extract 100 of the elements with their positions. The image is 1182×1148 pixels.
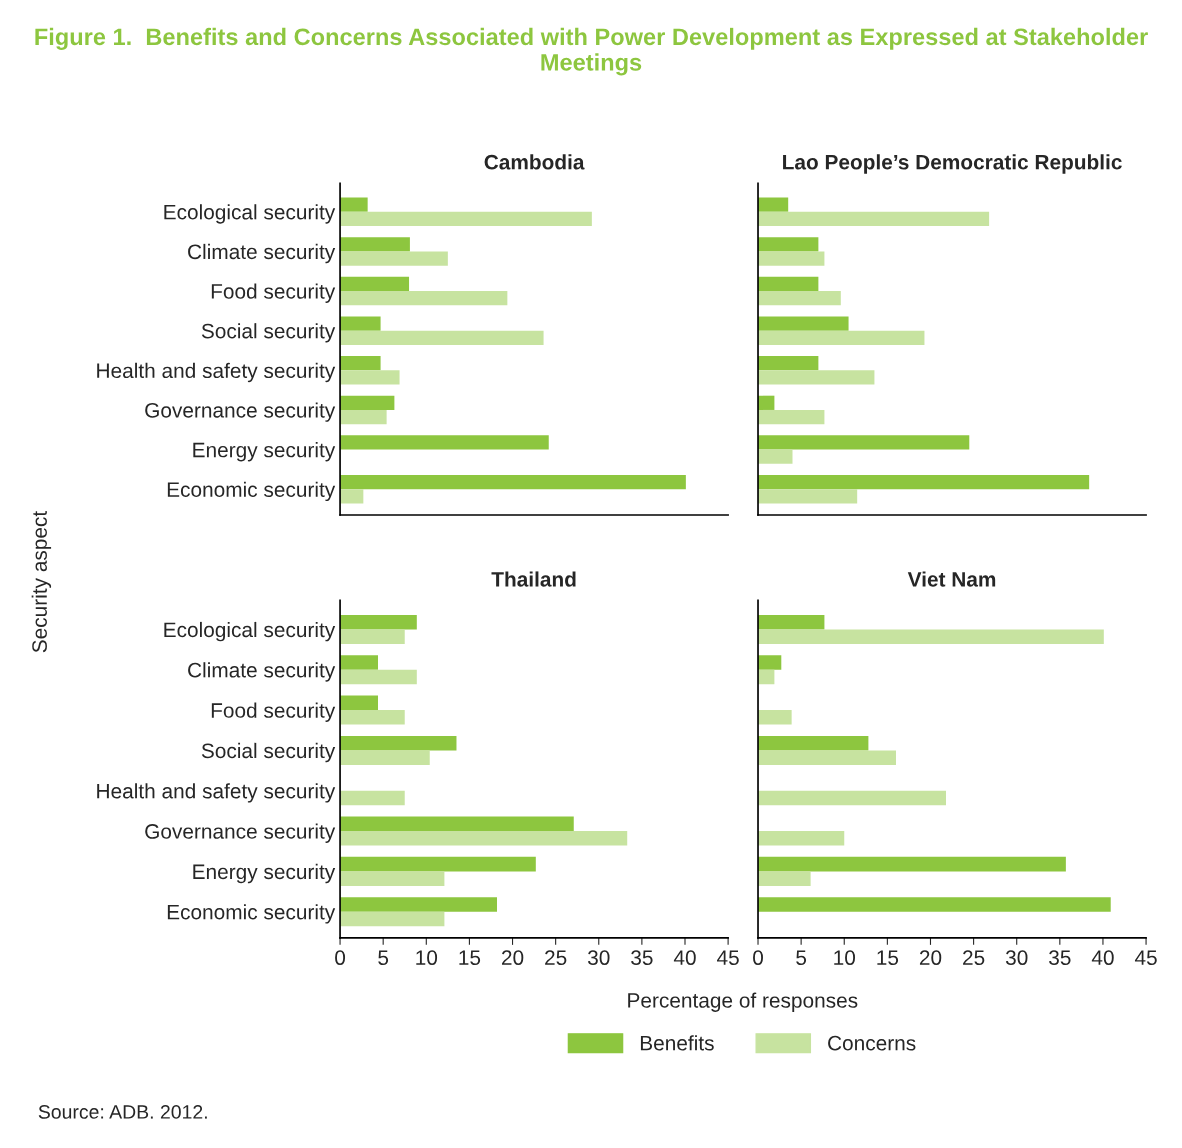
bar xyxy=(340,211,592,227)
bar xyxy=(340,251,448,266)
bar xyxy=(340,316,381,331)
y-tick-label: Health and safety security xyxy=(97,783,336,803)
x-tick-label: 35 xyxy=(631,950,653,966)
chart-title: Viet Nam xyxy=(907,571,996,587)
bar xyxy=(340,197,368,212)
y-tick-label: Economic security xyxy=(167,481,336,502)
chart-title: Thailand xyxy=(491,571,576,587)
x-tick-label: 25 xyxy=(963,950,985,966)
source-note: Source: ADB. 2012. xyxy=(38,1105,207,1119)
text: Percentage of responses xyxy=(628,992,858,1012)
bar xyxy=(758,276,819,292)
bar xyxy=(340,871,445,886)
bar xyxy=(758,395,775,410)
x-tick-label: 45 xyxy=(717,950,739,966)
y-tick-label: Climate security xyxy=(188,243,336,264)
bar xyxy=(340,897,498,912)
bar xyxy=(758,197,789,212)
bar xyxy=(340,710,405,725)
bar xyxy=(340,695,378,711)
bar xyxy=(340,816,574,832)
bar xyxy=(758,435,970,450)
bar xyxy=(758,856,1066,872)
bar xyxy=(340,655,378,670)
bar xyxy=(758,291,841,306)
y-tick-label: Energy security xyxy=(193,442,336,462)
x-tick-label: 0 xyxy=(753,950,763,966)
bar xyxy=(340,911,445,927)
legend-label: Benefits xyxy=(640,1035,714,1051)
bar xyxy=(758,356,819,371)
bar xyxy=(758,710,792,725)
legend-label: Concerns xyxy=(828,1035,916,1051)
bar xyxy=(340,750,430,765)
text: Figure 1. Benefits and Concerns Associated with Power Development as Expressed at Stakeholder Meetings xyxy=(35,27,1148,76)
x-tick-label: 35 xyxy=(1049,950,1071,966)
x-tick-label: 10 xyxy=(416,950,438,966)
bar xyxy=(758,237,819,252)
x-tick-label: 0 xyxy=(335,950,346,966)
bar xyxy=(340,330,544,345)
bar xyxy=(758,489,858,504)
bar xyxy=(340,291,508,306)
y-tick-label: Food security xyxy=(211,283,336,303)
bar xyxy=(340,614,417,630)
bar xyxy=(758,251,825,266)
x-tick-label: 30 xyxy=(587,950,610,966)
y-tick-label: Health and safety security xyxy=(97,362,336,383)
text: Security aspect xyxy=(31,510,52,653)
y-tick-label: Ecological security xyxy=(164,204,336,224)
bar xyxy=(340,409,387,425)
bar xyxy=(758,735,869,751)
x-tick-label: 40 xyxy=(1091,950,1114,966)
bar xyxy=(340,831,628,846)
bar xyxy=(340,237,410,252)
x-tick-label: 5 xyxy=(378,950,389,966)
chart-title: Lao People’s Democratic Republic xyxy=(783,154,1122,174)
y-tick-label: Economic security xyxy=(167,904,336,924)
y-tick-label: Energy security xyxy=(193,863,336,884)
bar xyxy=(340,629,405,644)
bar xyxy=(758,614,825,630)
y-tick-label: Food security xyxy=(211,702,336,722)
x-tick-label: 15 xyxy=(877,950,899,966)
bar xyxy=(758,330,925,345)
y-tick-label: Governance security xyxy=(145,823,336,843)
bar xyxy=(758,750,896,765)
y-tick-label: Ecological security xyxy=(164,621,336,642)
y-tick-label: Governance security xyxy=(145,402,336,422)
bar xyxy=(758,897,1111,912)
bar xyxy=(340,489,364,504)
bar xyxy=(758,655,782,670)
bar xyxy=(758,211,990,227)
bar xyxy=(340,790,405,806)
x-tick-label: 40 xyxy=(673,950,696,966)
bar xyxy=(758,316,849,331)
bar xyxy=(340,435,549,450)
x-tick-label: 5 xyxy=(796,950,807,966)
bar xyxy=(340,395,395,410)
x-tick-label: 45 xyxy=(1134,950,1157,966)
y-tick-label: Social security xyxy=(201,742,336,763)
y-tick-label: Climate security xyxy=(188,662,336,682)
x-tick-label: 20 xyxy=(501,950,524,966)
x-tick-label: 20 xyxy=(919,950,942,966)
bar xyxy=(758,449,793,464)
bar xyxy=(340,356,381,371)
bar xyxy=(758,474,1090,490)
bar xyxy=(758,790,947,806)
bar xyxy=(758,871,811,886)
y-tick-label: Social security xyxy=(201,323,336,343)
bar xyxy=(340,856,536,872)
x-tick-label: 25 xyxy=(545,950,567,966)
bar xyxy=(340,474,686,490)
chart-title: Cambodia xyxy=(484,154,585,170)
x-tick-label: 30 xyxy=(1005,950,1028,966)
bar xyxy=(758,370,875,385)
bar xyxy=(340,370,400,385)
bar xyxy=(340,669,417,685)
x-tick-label: 15 xyxy=(459,950,481,966)
bar xyxy=(758,629,1104,644)
bar xyxy=(340,276,410,292)
x-tick-label: 10 xyxy=(834,950,856,966)
